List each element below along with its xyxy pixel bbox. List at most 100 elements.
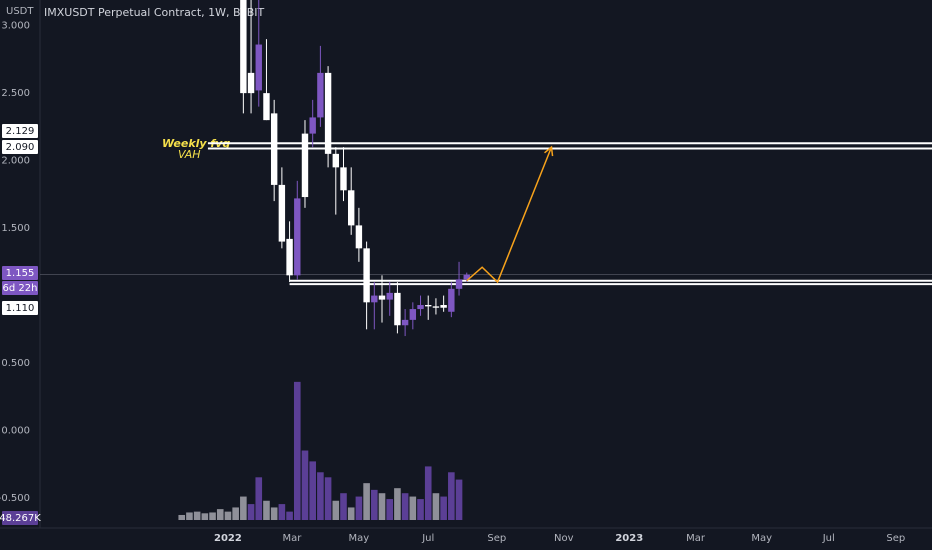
candle-body [432,306,440,308]
volume-bar [424,466,432,520]
candle-body [278,184,286,242]
volume-label-box [2,511,38,525]
projection-arrowhead [544,145,554,157]
candle-body [440,305,447,308]
annotation: Weekly fvg [162,137,230,150]
candle-body [363,248,370,303]
volume-bar [332,500,340,520]
candle-body [394,292,401,326]
volume-bar [409,496,417,520]
volume-bar [371,489,378,520]
volume-bar [186,512,193,520]
currency-label: USDT [6,6,34,17]
y-tick-label: 0.000 [1,426,30,437]
volume-bar [278,504,286,520]
volume-bar [317,472,324,520]
volume-bar [255,477,263,520]
candle-body [401,319,409,326]
candle-body [270,113,278,185]
volume-bar [448,472,455,520]
candle-body [255,44,262,91]
volume-bar [301,450,309,520]
level-label-box [2,301,38,315]
x-tick-label: May [349,533,370,544]
candle-body [455,279,463,289]
y-tick-label: 2.500 [1,88,30,99]
candle-body [309,117,316,134]
candle-body [463,274,470,280]
volume-bar [355,496,363,520]
volume-bar [193,511,201,520]
volume-bar [394,488,401,520]
volume-bar [270,507,278,520]
volume-bar [216,509,224,520]
candle-body [378,295,386,300]
y-tick-label: 1.500 [1,223,30,234]
volume-bar [386,499,394,520]
x-tick-label: Sep [487,533,506,544]
x-tick-label: 2022 [214,533,242,544]
candle-body [247,72,255,94]
candle-body [409,309,417,320]
volume-bar [263,500,270,520]
volume-bar [432,493,440,520]
candle-body [340,167,347,191]
volume-bar [247,504,255,520]
volume-bar [347,507,355,520]
level-label: 2.129 [6,126,35,137]
volume-bar [455,479,463,520]
level-label: 2.090 [6,142,35,153]
candle-body [332,153,339,168]
chart-title: IMXUSDT Perpetual Contract, 1W, BYBIT [44,6,264,19]
projection-path [466,146,553,284]
candle-body [317,72,324,118]
candle-body [324,72,332,154]
volume-bar [224,511,232,520]
volume-bar [378,493,386,520]
volume-bar [286,511,293,520]
x-tick-label: Jul [421,533,434,544]
level-label: 1.110 [6,303,35,314]
candle-body [355,225,363,249]
candle-body [371,295,378,303]
candle-body [386,292,393,300]
volume-bar [340,493,347,520]
y-tick-label: 0.500 [1,358,30,369]
annotation: VAH [178,148,201,161]
last-price-label-box [2,266,38,280]
x-tick-label: 2023 [615,533,643,544]
volume-bar [293,381,301,520]
y-tick-label: 2.000 [1,156,30,167]
volume-label: 48.267K [0,513,41,524]
y-tick-label: 3.000 [1,21,30,32]
x-tick-label: Jul [822,533,835,544]
x-tick-label: Mar [282,533,302,544]
volume-bar [209,512,216,520]
level-label-box [2,140,38,154]
volume-bar [324,477,332,520]
candle-body [448,288,455,312]
countdown-label: 6d 22h [3,283,38,294]
volume-bar [309,461,316,520]
last-price-label: 1.155 [6,268,35,279]
volume-bar [401,493,409,520]
candle-body [417,305,424,310]
x-tick-label: Mar [686,533,706,544]
candle-body [425,305,432,307]
candle-body [294,198,301,276]
volume-bar [417,499,424,520]
volume-bar [232,507,239,520]
countdown-label-box [2,281,38,295]
volume-bar [440,496,447,520]
candle-body [347,190,355,226]
level-label-box [2,124,38,138]
volume-bar [240,496,247,520]
x-tick-label: Sep [886,533,905,544]
volume-bar [201,513,209,520]
y-tick-label: -0.500 [0,493,30,504]
volume-bar [363,483,370,520]
candle-body [301,133,309,198]
candle-body [286,238,293,276]
